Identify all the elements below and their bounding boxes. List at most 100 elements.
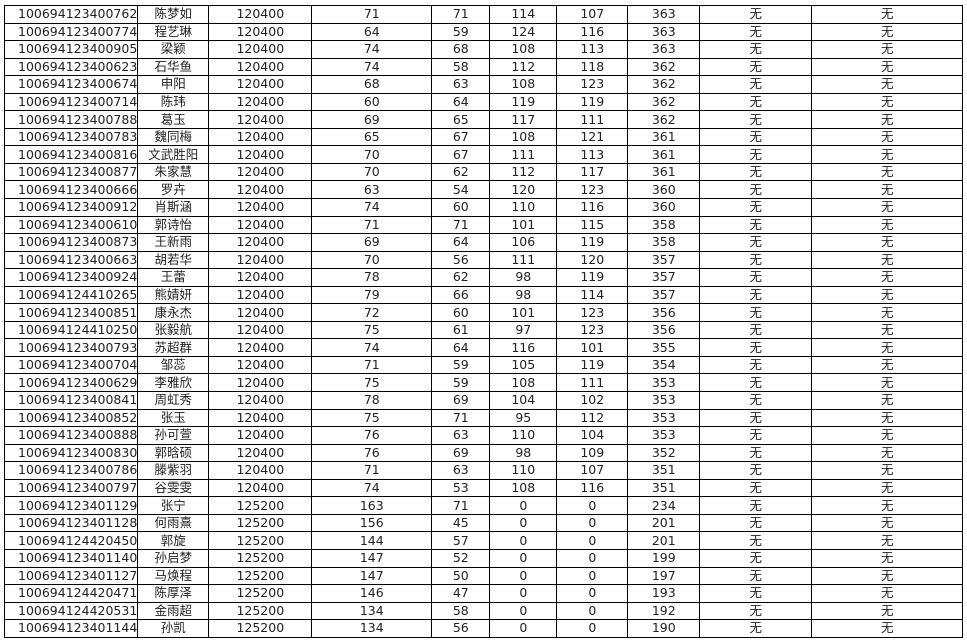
remark-2-cell[interactable]: 无 bbox=[811, 461, 964, 480]
score-2-cell[interactable]: 63 bbox=[431, 461, 491, 480]
remark-2-cell[interactable]: 无 bbox=[811, 478, 964, 498]
name-cell[interactable]: 王蕾 bbox=[137, 268, 210, 287]
score-4-cell[interactable]: 112 bbox=[556, 408, 629, 428]
remark-1-cell[interactable]: 无 bbox=[699, 373, 813, 393]
total-score-cell[interactable]: 357 bbox=[627, 285, 701, 305]
candidate-id-cell[interactable]: 100694123400674 bbox=[3, 75, 139, 94]
score-3-cell[interactable]: 0 bbox=[489, 566, 558, 586]
candidate-id-cell[interactable]: 100694123400783 bbox=[3, 127, 139, 147]
remark-2-cell[interactable]: 无 bbox=[811, 548, 964, 568]
name-cell[interactable]: 邹蕊 bbox=[137, 355, 210, 375]
major-code-cell[interactable]: 125200 bbox=[208, 566, 313, 586]
total-score-cell[interactable]: 363 bbox=[627, 22, 701, 42]
name-cell[interactable]: 孙启梦 bbox=[137, 548, 210, 568]
total-score-cell[interactable]: 234 bbox=[627, 496, 701, 515]
score-2-cell[interactable]: 63 bbox=[431, 75, 491, 94]
total-score-cell[interactable]: 362 bbox=[627, 75, 701, 94]
remark-1-cell[interactable]: 无 bbox=[699, 426, 813, 445]
remark-1-cell[interactable]: 无 bbox=[699, 162, 813, 182]
score-2-cell[interactable]: 57 bbox=[431, 531, 491, 550]
major-code-cell[interactable]: 120400 bbox=[208, 320, 313, 340]
remark-2-cell[interactable]: 无 bbox=[811, 566, 964, 586]
score-3-cell[interactable]: 112 bbox=[489, 57, 558, 77]
name-cell[interactable]: 张宁 bbox=[137, 496, 210, 515]
score-2-cell[interactable]: 52 bbox=[431, 548, 491, 568]
score-3-cell[interactable]: 124 bbox=[489, 22, 558, 42]
remark-2-cell[interactable]: 无 bbox=[811, 320, 964, 340]
remark-1-cell[interactable]: 无 bbox=[699, 496, 813, 515]
remark-1-cell[interactable]: 无 bbox=[699, 548, 813, 568]
remark-1-cell[interactable]: 无 bbox=[699, 145, 813, 164]
score-4-cell[interactable]: 0 bbox=[556, 619, 629, 638]
remark-1-cell[interactable]: 无 bbox=[699, 619, 813, 638]
remark-2-cell[interactable]: 无 bbox=[811, 162, 964, 182]
remark-1-cell[interactable]: 无 bbox=[699, 285, 813, 305]
major-code-cell[interactable]: 120400 bbox=[208, 110, 313, 129]
candidate-id-cell[interactable]: 100694123400623 bbox=[3, 57, 139, 77]
candidate-id-cell[interactable]: 100694124410250 bbox=[3, 320, 139, 340]
score-1-cell[interactable]: 74 bbox=[311, 198, 433, 217]
score-1-cell[interactable]: 78 bbox=[311, 391, 433, 410]
score-4-cell[interactable]: 116 bbox=[556, 198, 629, 217]
score-2-cell[interactable]: 63 bbox=[431, 426, 491, 445]
score-2-cell[interactable]: 71 bbox=[431, 496, 491, 515]
score-3-cell[interactable]: 95 bbox=[489, 408, 558, 428]
candidate-id-cell[interactable]: 100694123400762 bbox=[3, 5, 139, 24]
candidate-id-cell[interactable]: 100694123400924 bbox=[3, 268, 139, 287]
remark-1-cell[interactable]: 无 bbox=[699, 198, 813, 217]
score-4-cell[interactable]: 123 bbox=[556, 320, 629, 340]
remark-2-cell[interactable]: 无 bbox=[811, 215, 964, 235]
remark-2-cell[interactable]: 无 bbox=[811, 513, 964, 533]
name-cell[interactable]: 滕紫羽 bbox=[137, 461, 210, 480]
candidate-id-cell[interactable]: 100694123400610 bbox=[3, 215, 139, 235]
candidate-id-cell[interactable]: 100694123400629 bbox=[3, 373, 139, 393]
score-3-cell[interactable]: 119 bbox=[489, 92, 558, 112]
major-code-cell[interactable]: 120400 bbox=[208, 215, 313, 235]
candidate-id-cell[interactable]: 100694123400905 bbox=[3, 40, 139, 59]
remark-2-cell[interactable]: 无 bbox=[811, 391, 964, 410]
total-score-cell[interactable]: 190 bbox=[627, 619, 701, 638]
candidate-id-cell[interactable]: 100694123400666 bbox=[3, 180, 139, 200]
score-3-cell[interactable]: 97 bbox=[489, 320, 558, 340]
score-3-cell[interactable]: 108 bbox=[489, 478, 558, 498]
score-1-cell[interactable]: 76 bbox=[311, 443, 433, 463]
score-4-cell[interactable]: 120 bbox=[556, 250, 629, 270]
score-2-cell[interactable]: 67 bbox=[431, 127, 491, 147]
remark-2-cell[interactable]: 无 bbox=[811, 496, 964, 515]
remark-2-cell[interactable]: 无 bbox=[811, 127, 964, 147]
score-4-cell[interactable]: 118 bbox=[556, 57, 629, 77]
score-2-cell[interactable]: 66 bbox=[431, 285, 491, 305]
total-score-cell[interactable]: 362 bbox=[627, 110, 701, 129]
score-1-cell[interactable]: 60 bbox=[311, 92, 433, 112]
total-score-cell[interactable]: 362 bbox=[627, 92, 701, 112]
score-2-cell[interactable]: 64 bbox=[431, 233, 491, 252]
score-4-cell[interactable]: 115 bbox=[556, 215, 629, 235]
major-code-cell[interactable]: 120400 bbox=[208, 408, 313, 428]
score-3-cell[interactable]: 116 bbox=[489, 338, 558, 357]
candidate-id-cell[interactable]: 100694123401129 bbox=[3, 496, 139, 515]
score-3-cell[interactable]: 98 bbox=[489, 285, 558, 305]
major-code-cell[interactable]: 125200 bbox=[208, 601, 313, 621]
score-3-cell[interactable]: 0 bbox=[489, 601, 558, 621]
score-2-cell[interactable]: 64 bbox=[431, 338, 491, 357]
score-4-cell[interactable]: 0 bbox=[556, 513, 629, 533]
score-1-cell[interactable]: 156 bbox=[311, 513, 433, 533]
score-3-cell[interactable]: 108 bbox=[489, 127, 558, 147]
score-4-cell[interactable]: 0 bbox=[556, 566, 629, 586]
candidate-id-cell[interactable]: 100694123400793 bbox=[3, 338, 139, 357]
name-cell[interactable]: 熊婧妍 bbox=[137, 285, 210, 305]
score-1-cell[interactable]: 63 bbox=[311, 180, 433, 200]
name-cell[interactable]: 金雨超 bbox=[137, 601, 210, 621]
candidate-id-cell[interactable]: 100694123401127 bbox=[3, 566, 139, 586]
score-4-cell[interactable]: 0 bbox=[556, 548, 629, 568]
score-4-cell[interactable]: 123 bbox=[556, 303, 629, 322]
score-4-cell[interactable]: 104 bbox=[556, 426, 629, 445]
score-2-cell[interactable]: 60 bbox=[431, 303, 491, 322]
total-score-cell[interactable]: 361 bbox=[627, 162, 701, 182]
remark-2-cell[interactable]: 无 bbox=[811, 426, 964, 445]
remark-1-cell[interactable]: 无 bbox=[699, 391, 813, 410]
remark-2-cell[interactable]: 无 bbox=[811, 233, 964, 252]
candidate-id-cell[interactable]: 100694123400774 bbox=[3, 22, 139, 42]
score-3-cell[interactable]: 101 bbox=[489, 215, 558, 235]
score-3-cell[interactable]: 108 bbox=[489, 75, 558, 94]
